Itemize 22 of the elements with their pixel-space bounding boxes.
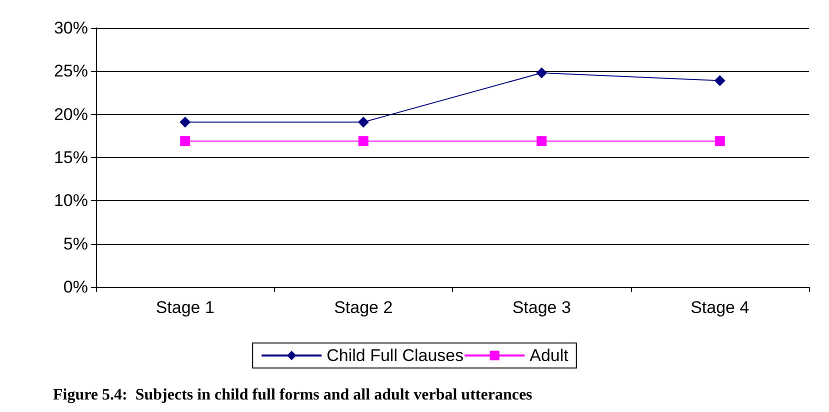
y-tick-label: 25% xyxy=(54,62,88,81)
x-tick-label: Stage 2 xyxy=(334,298,393,317)
x-tick-label: Stage 4 xyxy=(690,298,750,317)
legend-label: Child Full Clauses xyxy=(326,346,464,365)
point xyxy=(536,136,547,146)
x-tick-label: Stage 3 xyxy=(512,298,571,317)
point xyxy=(180,136,190,146)
point xyxy=(714,136,725,146)
legend-label: Adult xyxy=(530,346,569,365)
x-tick-label: Stage 1 xyxy=(156,298,214,317)
point xyxy=(536,67,548,78)
y-tick-label: 10% xyxy=(54,191,88,210)
point xyxy=(180,116,191,128)
point xyxy=(358,136,368,146)
y-tick-label: 0% xyxy=(63,278,88,296)
point xyxy=(714,75,726,86)
y-tick-label: 15% xyxy=(54,148,88,167)
y-tick-label: 5% xyxy=(63,234,88,254)
point xyxy=(358,116,369,128)
y-tick-label: 20% xyxy=(54,104,88,124)
text: Figure 5.4: Subjects in child full forms and all adult verbal utterances xyxy=(53,386,532,404)
y-tick-label: 30% xyxy=(54,18,88,38)
